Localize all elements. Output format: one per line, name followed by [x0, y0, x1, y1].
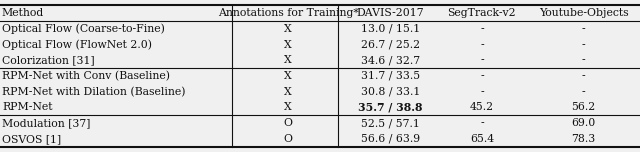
Text: Method: Method: [2, 8, 44, 18]
Text: 65.4: 65.4: [470, 134, 494, 144]
Text: DAVIS-2017: DAVIS-2017: [356, 8, 424, 18]
Text: 78.3: 78.3: [572, 134, 596, 144]
Text: 34.6 / 32.7: 34.6 / 32.7: [361, 55, 420, 65]
Text: 35.7 / 38.8: 35.7 / 38.8: [358, 102, 422, 113]
Text: X: X: [284, 71, 292, 81]
Text: X: X: [284, 40, 292, 50]
Text: OSVOS [1]: OSVOS [1]: [2, 134, 61, 144]
Text: RPM-Net with Conv (Baseline): RPM-Net with Conv (Baseline): [2, 71, 170, 81]
Text: 13.0 / 15.1: 13.0 / 15.1: [361, 24, 420, 34]
Text: X: X: [284, 102, 292, 112]
Text: Annotations for Training*: Annotations for Training*: [218, 8, 358, 18]
Text: RPM-Net with Dilation (Baseline): RPM-Net with Dilation (Baseline): [2, 86, 186, 97]
Text: 52.5 / 57.1: 52.5 / 57.1: [361, 118, 420, 128]
Text: 45.2: 45.2: [470, 102, 494, 112]
Text: Optical Flow (FlowNet 2.0): Optical Flow (FlowNet 2.0): [2, 39, 152, 50]
Text: 56.6 / 63.9: 56.6 / 63.9: [361, 134, 420, 144]
Text: SegTrack-v2: SegTrack-v2: [447, 8, 516, 18]
Text: -: -: [582, 71, 586, 81]
Text: -: -: [480, 55, 484, 65]
Text: X: X: [284, 55, 292, 65]
Text: -: -: [582, 87, 586, 97]
Text: -: -: [480, 87, 484, 97]
Text: -: -: [480, 118, 484, 128]
Text: RPM-Net: RPM-Net: [2, 102, 52, 112]
Text: -: -: [582, 24, 586, 34]
Text: 26.7 / 25.2: 26.7 / 25.2: [361, 40, 420, 50]
Text: -: -: [582, 55, 586, 65]
Text: 30.8 / 33.1: 30.8 / 33.1: [361, 87, 420, 97]
Text: X: X: [284, 87, 292, 97]
Text: Modulation [37]: Modulation [37]: [2, 118, 90, 128]
Text: -: -: [480, 24, 484, 34]
Text: X: X: [284, 24, 292, 34]
Text: -: -: [480, 71, 484, 81]
Text: 31.7 / 33.5: 31.7 / 33.5: [361, 71, 420, 81]
Text: -: -: [582, 40, 586, 50]
Text: Optical Flow (Coarse-to-Fine): Optical Flow (Coarse-to-Fine): [2, 24, 164, 34]
Text: 69.0: 69.0: [572, 118, 596, 128]
Text: O: O: [284, 134, 292, 144]
Text: Youtube-Objects: Youtube-Objects: [539, 8, 628, 18]
Text: Colorization [31]: Colorization [31]: [2, 55, 95, 65]
Text: 56.2: 56.2: [572, 102, 596, 112]
Text: O: O: [284, 118, 292, 128]
Text: -: -: [480, 40, 484, 50]
